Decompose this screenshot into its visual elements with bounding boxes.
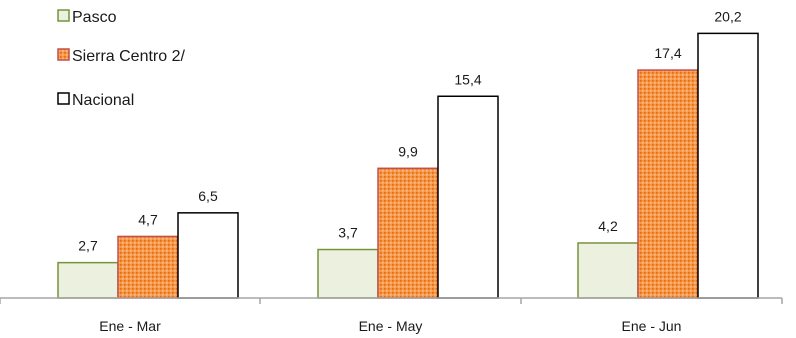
bar-pasco-ene-jun [577, 242, 639, 299]
data-label-pasco-ene-may: 3,7 [338, 225, 358, 241]
data-labels: 2,7 3,7 4,2 4,7 9,9 17,4 6,5 15,4 20,2 [78, 8, 742, 253]
bar-nacional-ene-jun [697, 32, 759, 299]
x-tick-label-ene-mar: Ene - Mar [99, 318, 161, 334]
bar-pasco-ene-mar [57, 261, 119, 299]
x-tick-label-ene-may: Ene - May [359, 318, 423, 334]
bar-sierra-centro-2-ene-mar [117, 235, 179, 299]
data-label-pasco-ene-mar: 2,7 [78, 238, 98, 254]
bar-nacional-ene-may [437, 95, 499, 299]
bars [57, 32, 759, 299]
data-label-nacional-ene-mar: 6,5 [198, 188, 218, 204]
x-ticks [0, 298, 783, 304]
data-label-nacional-ene-may: 15,4 [454, 71, 481, 87]
bar-pasco-ene-may [317, 248, 379, 299]
legend-label-nacional: Nacional [72, 92, 134, 109]
data-label-sierra-centro-2-ene-mar: 4,7 [138, 211, 158, 227]
bar-nacional-ene-mar [177, 212, 239, 299]
x-tick-labels: Ene - Mar Ene - May Ene - Jun [99, 318, 681, 334]
legend-label-sierra-centro-2: Sierra Centro 2/ [72, 48, 185, 65]
data-label-sierra-centro-2-ene-may: 9,9 [398, 143, 418, 159]
legend-label-pasco: Pasco [72, 9, 117, 26]
legend-swatch-pasco [57, 9, 70, 22]
legend: Pasco Sierra Centro 2/Nacional [57, 9, 185, 109]
data-label-nacional-ene-jun: 20,2 [714, 8, 741, 24]
legend-swatch-nacional [57, 92, 70, 105]
bar-sierra-centro-2-ene-jun [637, 69, 699, 299]
data-label-pasco-ene-jun: 4,2 [598, 218, 618, 234]
bar-sierra-centro-2-ene-may [377, 167, 439, 299]
legend-swatch-sierra-centro-2 [57, 48, 70, 61]
x-tick-label-ene-jun: Ene - Jun [622, 318, 682, 334]
data-label-sierra-centro-2-ene-jun: 17,4 [654, 45, 681, 61]
